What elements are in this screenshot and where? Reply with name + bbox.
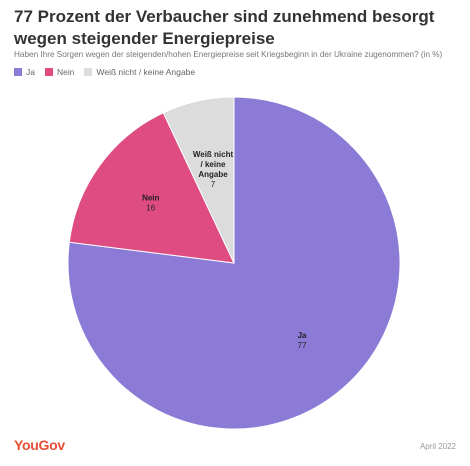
chart-title: 77 Prozent der Verbaucher sind zunehmend… (14, 7, 435, 48)
legend-swatch-ja (14, 68, 22, 76)
legend-item-ja[interactable]: Ja (14, 67, 35, 77)
legend-swatch-weiss-nicht (84, 68, 93, 76)
chart-subtitle: Haben Ihre Sorgen wegen der steigenden/h… (14, 50, 443, 59)
legend-label-ja: Ja (26, 67, 35, 77)
legend-item-nein[interactable]: Nein (44, 67, 75, 77)
yougov-logo: YouGov (14, 437, 65, 453)
pie-slice-2[interactable] (162, 96, 235, 264)
slice-label-2-line-0: Weiß nicht (193, 150, 234, 159)
legend: Ja Nein Weiß nicht / keine Angabe (14, 67, 195, 77)
slice-label-0-line-0: Ja (298, 331, 307, 340)
legend-label-nein: Nein (56, 67, 75, 77)
slice-label-1-line-0: Nein (142, 194, 159, 203)
legend-swatch-nein (44, 68, 53, 76)
slice-label-2-line-2: Angabe (198, 170, 228, 179)
slice-label-2-line-1: / keine (201, 160, 226, 169)
legend-item-weiss-nicht[interactable]: Weiß nicht / keine Angabe (84, 67, 195, 77)
slice-value-0: 77 (298, 341, 307, 350)
slice-value-2: 7 (211, 180, 216, 189)
legend-label-weiss-nicht: Weiß nicht / keine Angabe (96, 67, 196, 77)
date-label: April 2022 (419, 442, 456, 451)
pie-slice-0[interactable] (67, 96, 401, 430)
pie-slice-1[interactable] (68, 112, 235, 264)
slice-value-1: 16 (146, 204, 155, 213)
